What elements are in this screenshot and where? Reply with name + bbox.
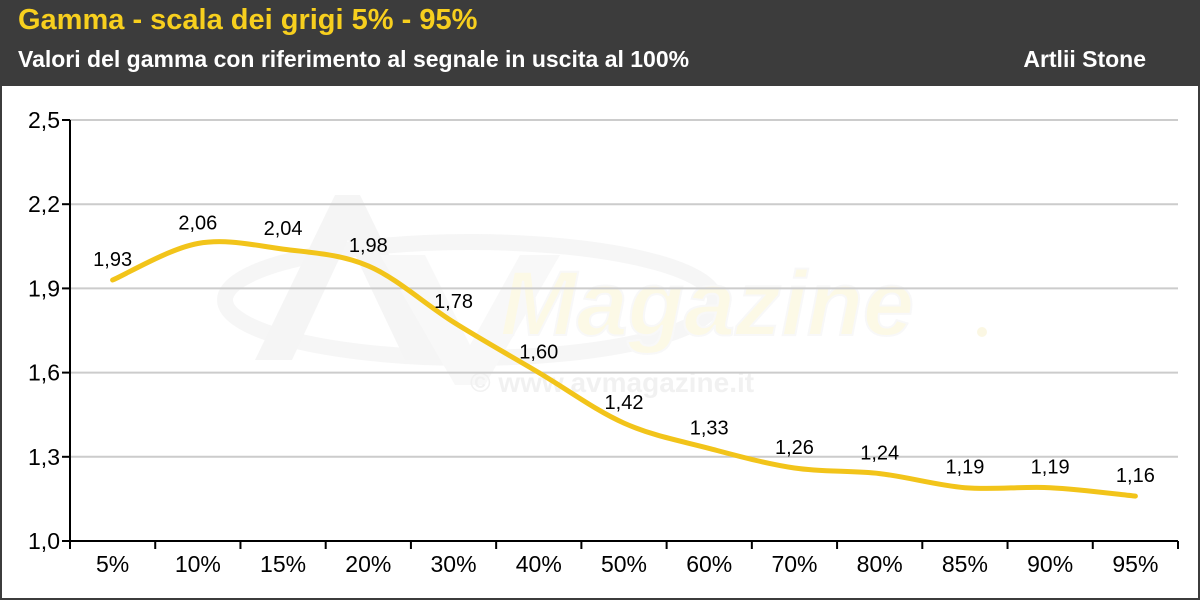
x-tick-label: 90% [1027,551,1073,577]
x-tick-label: 85% [942,551,988,577]
y-tick-label: 1,0 [28,528,60,554]
chart-area: Magazine © www.avmagazine.it 1,0 1,3 1,6 1,… [0,84,1200,600]
device-name: Artlii Stone [1023,46,1146,72]
data-label: 1,16 [1116,465,1155,487]
x-tick-label: 40% [516,551,562,577]
data-label: 1,98 [349,235,388,257]
data-label: 1,19 [945,457,984,479]
line-chart: Magazine © www.avmagazine.it 1,01,31,61,… [28,107,1179,577]
grid-lines [70,119,1178,458]
x-tick-label: 10% [175,551,221,577]
y-axis-ticks: 1,0 1,3 1,6 1,9 2,2 2,5 [28,107,70,554]
x-tick-label: 95% [1112,551,1158,577]
y-tick-label: 2,5 [28,107,60,133]
x-tick-label: 15% [260,551,306,577]
data-label: 2,04 [264,218,303,240]
data-label: 1,78 [434,291,473,313]
chart-header: Gamma - scala dei grigi 5% - 95% Valori … [0,0,1200,84]
x-tick-label: 20% [345,551,391,577]
y-tick-label: 1,3 [28,444,60,470]
watermark-logo: Magazine © www.avmagazine.it [217,195,987,398]
data-label: 1,24 [860,443,899,465]
data-label: 1,60 [519,342,558,364]
x-tick-label: 50% [601,551,647,577]
y-tick-label: 1,6 [28,360,60,386]
data-label: 1,93 [93,249,132,271]
watermark-a-letter [255,195,440,360]
data-label: 1,33 [690,417,729,439]
watermark-dot [977,327,987,337]
gamma-series-line [110,239,1138,499]
chart-title: Gamma - scala dei grigi 5% - 95% [18,4,478,36]
x-tick-label: 30% [431,551,477,577]
y-tick-label: 1,9 [28,275,60,301]
watermark-brand: Magazine [500,253,914,355]
x-tick-label: 60% [686,551,732,577]
y-tick-label: 2,2 [28,191,60,217]
chart-subtitle: Valori del gamma con riferimento al segn… [18,46,690,72]
data-labels: 1,93 2,06 2,04 1,98 1,78 1,60 1,42 1,33 1,26 1,24… [93,212,1155,487]
axes [69,120,1178,542]
data-label: 1,26 [775,437,814,459]
data-label: 1,42 [605,392,644,414]
x-tick-label: 5% [96,551,129,577]
x-tick-label: 80% [857,551,903,577]
data-label: 2,06 [178,212,217,234]
data-label: 1,19 [1031,457,1070,479]
x-tick-label: 70% [771,551,817,577]
x-axis-ticks: 5% 10% 15% 20% 30% 40% 50% 60% 70% 80% 85% 90% 95% [69,541,1179,577]
